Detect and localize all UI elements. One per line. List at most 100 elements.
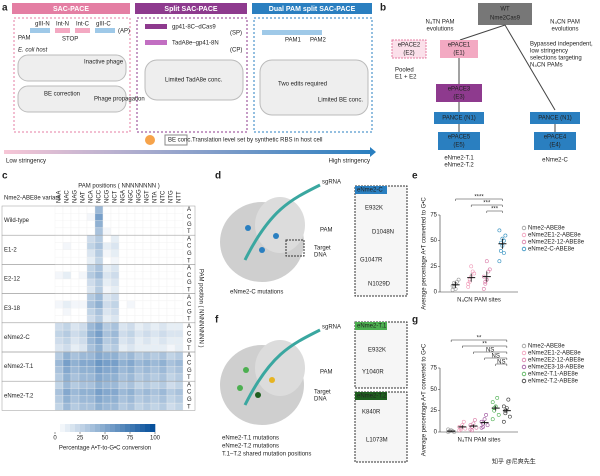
label: K840R: [362, 410, 381, 416]
heatmap-cell: [174, 337, 184, 345]
heatmap-cell: [150, 337, 160, 345]
heatmap-cell: [78, 242, 88, 250]
header: Dual PAM split SAC-PACE: [269, 6, 356, 13]
heatmap-cell: [78, 220, 88, 229]
heatmap-cell: [78, 227, 88, 236]
data-point: [484, 259, 489, 264]
mutation: [255, 392, 261, 398]
heatmap-cell: [118, 264, 128, 272]
heatmap-cell: [142, 395, 152, 404]
significance-label: NS: [497, 360, 505, 366]
significance-bracket: [473, 351, 508, 354]
heatmap-cell: [126, 366, 136, 375]
watermark: 知乎 @尼爽先生: [492, 458, 536, 466]
colorbar-step: [85, 424, 91, 432]
rna: [243, 328, 321, 406]
heatmap-cell: [134, 315, 144, 323]
heatmap-cell: [110, 337, 120, 345]
heatmap-cell: [86, 213, 96, 221]
heatmap-cell: [166, 351, 176, 360]
heatmap-cell: [150, 264, 160, 272]
heatmap-cell: [70, 373, 80, 382]
heatmap-cell: [174, 256, 184, 265]
heatmap-cell: [78, 308, 88, 316]
heatmap-title: PAM positions ( NNNNNNNN ): [78, 184, 160, 190]
heatmap-cell: [158, 308, 168, 316]
node: (E3): [453, 95, 464, 101]
heatmap-cell: [118, 271, 128, 280]
column-label: NAA: [57, 191, 63, 203]
heatmap-cell: [158, 388, 168, 396]
structure: [255, 197, 305, 253]
label: PAM2: [310, 38, 327, 44]
column-label: NGA: [121, 190, 127, 203]
data-point: [450, 283, 455, 288]
heatmap-cell: [78, 373, 88, 382]
heatmap-cell: [134, 329, 144, 338]
heatmap-cell: [54, 293, 64, 302]
heatmap-cell: [70, 308, 80, 316]
heatmap-cell: [102, 242, 112, 250]
heatmap-cell: [86, 242, 96, 250]
arrow-head: [370, 147, 376, 157]
heatmap-cell: [78, 322, 88, 331]
heatmap-cell: [110, 395, 120, 404]
panel-a: a SAC-PACE Split SAC-PACE Dual PAM split…: [2, 3, 376, 165]
heatmap-cell: [174, 351, 184, 360]
heatmap-cell: [62, 381, 72, 389]
heatmap-cell: [150, 220, 160, 229]
row-base: A: [187, 236, 191, 242]
heatmap-cell: [126, 271, 136, 280]
heatmap-cell: [94, 278, 104, 287]
heatmap-cell: [78, 344, 88, 353]
heatmap-cell: [166, 388, 176, 396]
heatmap-cell: [174, 264, 184, 272]
heatmap-cell: [62, 300, 72, 309]
heatmap-cell: [70, 315, 80, 323]
heatmap-cell: [118, 308, 128, 316]
heatmap-cell: [86, 264, 96, 272]
heatmap-cell: [150, 322, 160, 331]
heatmap-cell: [150, 227, 160, 236]
legend-marker: [521, 246, 527, 252]
heatmap-cell: [94, 293, 104, 302]
panel-b: b WT Nme2Cas9 N₄TN PAM evolutions N₄CN P…: [380, 3, 593, 169]
heatmap-cell: [110, 220, 120, 229]
cell: [259, 59, 369, 116]
heatmap-cell: [54, 205, 64, 214]
heatmap-cell: [126, 220, 136, 229]
heatmap-cell: [142, 351, 152, 360]
heatmap-cell: [70, 322, 80, 331]
heatmap-cell: [102, 249, 112, 258]
colorbar-tick-label: 100: [150, 436, 161, 442]
heatmap-cell: [110, 213, 120, 221]
heatmap-cell: [110, 351, 120, 360]
heatmap-cell: [70, 278, 80, 287]
column-label: NCG: [105, 189, 111, 203]
heatmap-cell: [134, 286, 144, 294]
heatmap-cell: [118, 293, 128, 302]
heatmap-cell: [118, 227, 128, 236]
data-point: [473, 418, 477, 422]
inset: [354, 391, 408, 463]
panel-d: d sgRNA PAM Target DNA eNme2-C mutations…: [215, 171, 408, 297]
row-base: C: [187, 273, 192, 279]
heatmap-cell: [86, 381, 96, 389]
heatmap-cell: [62, 308, 72, 316]
data-point: [483, 281, 488, 286]
node: N₄CN PAMs: [530, 63, 563, 69]
group-label: Wild-type: [4, 218, 30, 224]
heatmap-cell: [94, 366, 104, 375]
heatmap-cell: [102, 308, 112, 316]
heatmap-cell: [158, 315, 168, 323]
heatmap-cell: [70, 271, 80, 280]
heatmap-cell: [94, 395, 104, 404]
cell: [144, 59, 244, 101]
node-box: [530, 112, 580, 124]
node: eNme2-T.2: [444, 163, 474, 169]
heatmap-cell: [70, 329, 80, 338]
right-axis-label: PAM position ( NNNNNNNN ): [197, 269, 203, 348]
heatmap-cell: [126, 395, 136, 404]
heatmap-cell: [166, 235, 176, 243]
label: DNA: [314, 253, 327, 259]
